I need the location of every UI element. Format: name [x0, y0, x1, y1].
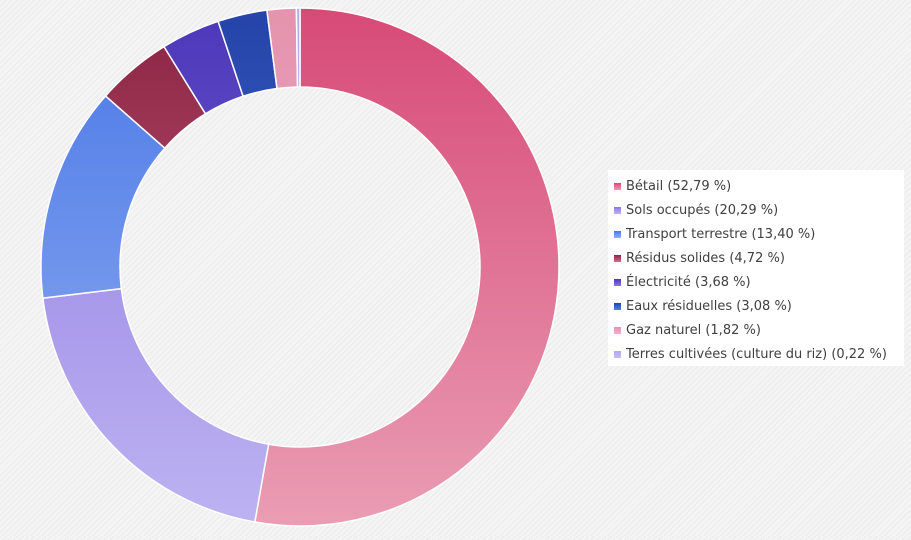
- legend-label: Gaz naturel (1,82 %): [626, 322, 761, 338]
- legend-label: Eaux résiduelles (3,08 %): [626, 298, 792, 314]
- legend-item: Résidus solides (4,72 %): [612, 246, 904, 270]
- legend-item: Terres cultivées (culture du riz) (0,22 …: [612, 342, 904, 366]
- legend-item: Électricité (3,68 %): [612, 270, 904, 294]
- chart-legend: Bétail (52,79 %) Sols occupés (20,29 %) Tr…: [608, 170, 904, 366]
- legend-label: Électricité (3,68 %): [626, 274, 751, 290]
- legend-item: Transport terrestre (13,40 %): [612, 222, 904, 246]
- legend-swatch: [614, 230, 621, 238]
- legend-label: Résidus solides (4,72 %): [626, 250, 785, 266]
- legend-swatch: [614, 254, 621, 262]
- legend-label: Bétail (52,79 %): [626, 178, 732, 194]
- legend-swatch: [614, 350, 621, 358]
- legend-item: Eaux résiduelles (3,08 %): [612, 294, 904, 318]
- donut-slice-8: [295, 7, 301, 88]
- legend-item: Bétail (52,79 %): [612, 174, 904, 198]
- legend-label: Transport terrestre (13,40 %): [626, 226, 816, 242]
- legend-label: Sols occupés (20,29 %): [626, 202, 779, 218]
- legend-item: Sols occupés (20,29 %): [612, 198, 904, 222]
- legend-swatch: [614, 326, 621, 334]
- legend-swatch: [614, 182, 621, 190]
- donut-slice-2: [42, 287, 270, 523]
- legend-label: Terres cultivées (culture du riz) (0,22 …: [626, 346, 887, 362]
- legend-item: Gaz naturel (1,82 %): [612, 318, 904, 342]
- donut-slice-1: [253, 7, 560, 527]
- legend-swatch: [614, 302, 621, 310]
- legend-swatch: [614, 278, 621, 286]
- legend-swatch: [614, 206, 621, 214]
